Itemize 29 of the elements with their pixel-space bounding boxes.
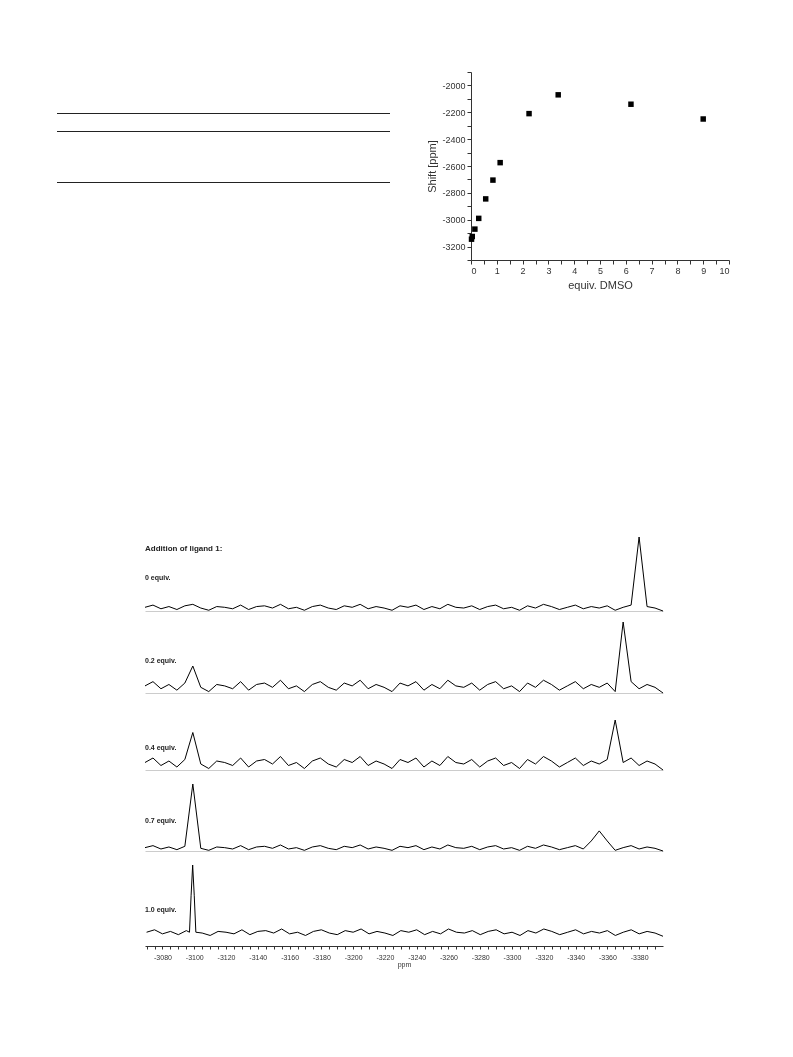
x-tick-label: 10 bbox=[719, 265, 730, 276]
x-tick-label: 7 bbox=[649, 265, 655, 276]
point bbox=[555, 92, 561, 98]
point bbox=[628, 101, 634, 107]
point bbox=[497, 159, 503, 166]
y-tick-label: -2000 bbox=[442, 80, 466, 91]
point bbox=[526, 110, 532, 117]
x-tick-label: 1 bbox=[494, 265, 500, 276]
x-tick-label: 0 bbox=[471, 265, 477, 276]
x-tick-label: 9 bbox=[701, 265, 707, 276]
y-tick-label: -2800 bbox=[442, 188, 466, 199]
y-tick-label: -2200 bbox=[442, 107, 466, 118]
y-axis-title: Shift [ppm] bbox=[426, 140, 439, 193]
y-tick-label: -3000 bbox=[442, 215, 466, 226]
x-tick-label: 8 bbox=[675, 265, 681, 276]
y-tick-label: -2600 bbox=[442, 161, 466, 172]
x-tick-label: 6 bbox=[623, 265, 629, 276]
x-tick-label: 2 bbox=[520, 265, 526, 276]
x-tick-label: 5 bbox=[597, 265, 604, 276]
y-tick-label: -2400 bbox=[442, 134, 466, 145]
point bbox=[472, 226, 478, 232]
y-tick-label: -3200 bbox=[442, 242, 466, 253]
text: Addition of ligand 1: bbox=[145, 543, 223, 553]
x-tick-label: 3 bbox=[546, 265, 552, 276]
point bbox=[482, 196, 489, 202]
point bbox=[700, 116, 706, 122]
point bbox=[490, 177, 496, 183]
x-tick-label: 4 bbox=[572, 265, 578, 276]
x-axis-title: equiv. DMSO bbox=[568, 278, 634, 291]
